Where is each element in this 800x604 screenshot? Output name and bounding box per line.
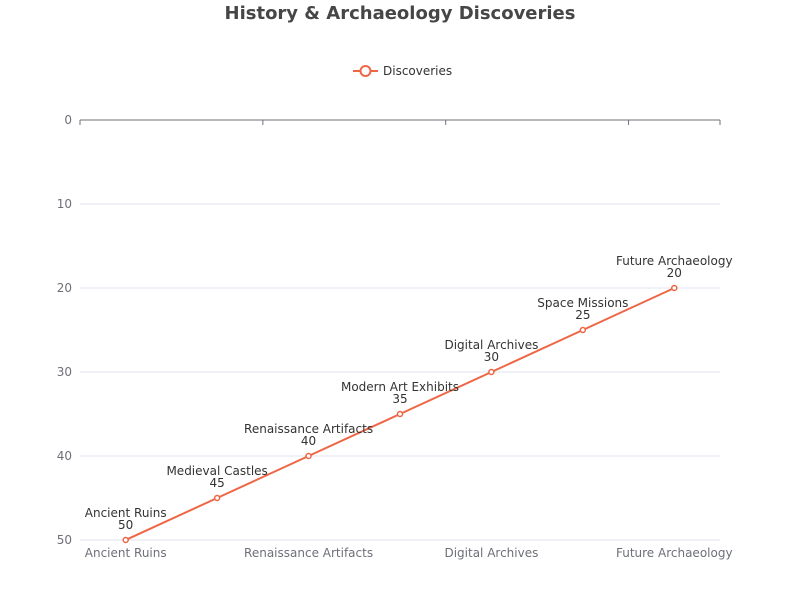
y-tick-label: 20 [57,281,72,295]
series-discoveries [122,284,678,544]
data-label-category: Modern Art Exhibits [341,380,459,394]
y-tick-label: 10 [57,197,72,211]
data-point [122,536,129,544]
data-label-value: 45 [209,476,224,490]
data-label-category: Space Missions [537,296,628,310]
x-tick-label: Digital Archives [444,546,538,560]
data-point [396,410,404,418]
data-label-category: Future Archaeology [616,254,733,268]
data-label-value: 40 [301,434,316,448]
x-tick-label: Renaissance Artifacts [244,546,373,560]
legend[interactable]: Discoveries [353,64,452,78]
data-label-value: 20 [667,266,682,280]
data-label-value: 50 [118,518,133,532]
data-label-category: Digital Archives [444,338,538,352]
y-tick-label: 50 [57,533,72,547]
data-point [579,326,587,334]
data-point [671,284,678,292]
data-label-category: Ancient Ruins [85,506,167,520]
data-label-value: 30 [484,350,499,364]
grid [80,203,720,541]
legend-marker-icon [359,65,372,77]
data-label-category: Medieval Castles [166,464,267,478]
chart-title: History & Archaeology Discoveries [225,3,576,24]
data-point [213,494,221,502]
data-point [488,368,495,376]
x-tick-label: Future Archaeology [616,546,733,560]
y-tick-label: 40 [57,449,72,463]
legend-label: Discoveries [383,64,452,78]
x-tick-label: Ancient Ruins [85,546,167,560]
data-label-value: 25 [575,308,590,322]
data-point [305,452,312,460]
data-label-value: 35 [392,392,407,406]
y-tick-label: 0 [64,113,72,127]
y-tick-label: 30 [57,365,72,379]
data-label-category: Renaissance Artifacts [244,422,373,436]
